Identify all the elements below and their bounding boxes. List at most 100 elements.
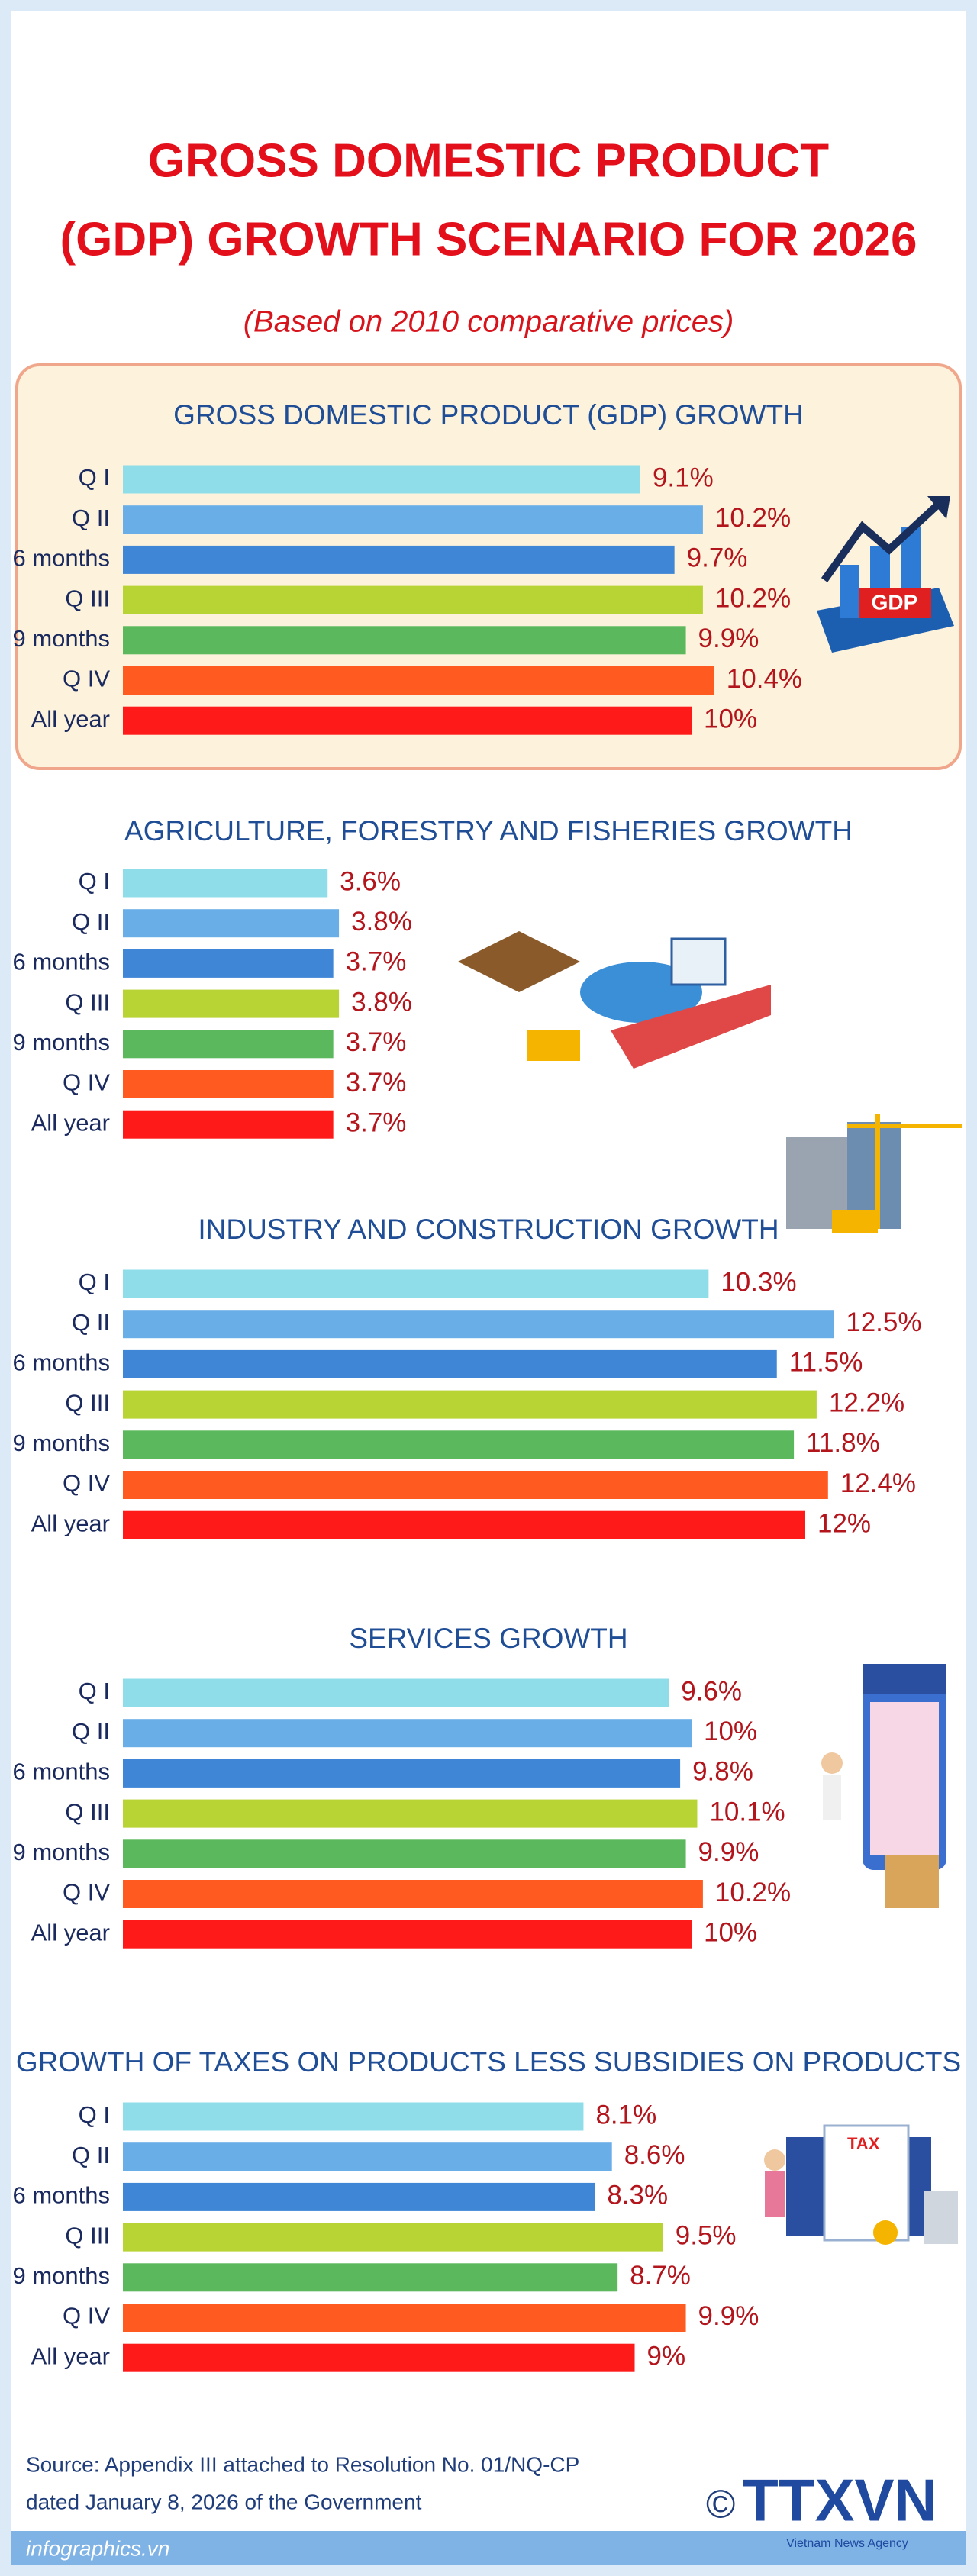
bar xyxy=(123,1390,817,1419)
bar xyxy=(123,1510,805,1539)
bar xyxy=(123,2102,584,2131)
category-label: Q I xyxy=(79,1678,110,1704)
category-label: All year xyxy=(31,705,110,732)
category-label: 6 months xyxy=(12,1759,110,1785)
services-icon xyxy=(821,1664,946,1908)
bar xyxy=(123,465,640,494)
category-label: Q III xyxy=(65,1389,110,1416)
bar xyxy=(123,2263,618,2292)
value-label: 10.2% xyxy=(715,583,791,613)
bar xyxy=(123,989,340,1018)
industry-icon xyxy=(786,1114,962,1233)
category-label: 6 months xyxy=(12,545,110,572)
bar xyxy=(123,1920,692,1949)
site: infographics.vn xyxy=(26,2536,169,2560)
bar xyxy=(123,545,675,574)
chart-title: INDUSTRY AND CONSTRUCTION GROWTH xyxy=(198,1214,779,1245)
value-label: 11.8% xyxy=(806,1428,880,1458)
bar xyxy=(123,949,334,978)
svg-text:TAX: TAX xyxy=(847,2134,880,2153)
title-line: (GDP) GROWTH SCENARIO FOR 2026 xyxy=(60,213,917,266)
category-label: Q II xyxy=(72,1718,110,1745)
value-label: 10% xyxy=(704,1917,757,1947)
category-label: Q III xyxy=(65,2222,110,2249)
bar xyxy=(123,1880,703,1908)
value-label: 10.2% xyxy=(715,503,791,533)
category-label: Q IV xyxy=(63,1069,110,1096)
value-label: 3.6% xyxy=(340,866,401,896)
value-label: 9% xyxy=(647,2341,686,2371)
agriculture-icon xyxy=(458,931,771,1069)
value-label: 12.4% xyxy=(840,1469,916,1498)
agency: Vietnam News Agency xyxy=(786,2537,908,2550)
bar xyxy=(123,1070,334,1098)
category-label: Q IV xyxy=(63,1470,110,1497)
bar xyxy=(123,1110,334,1139)
category-label: Q III xyxy=(65,988,110,1015)
value-label: 9.9% xyxy=(698,2301,759,2331)
bar xyxy=(123,1310,834,1339)
chart-title: GROWTH OF TAXES ON PRODUCTS LESS SUBSIDI… xyxy=(16,2046,961,2078)
title-line: GROSS DOMESTIC PRODUCT xyxy=(148,134,829,187)
bar xyxy=(123,1839,686,1868)
svg-text:GDP: GDP xyxy=(872,590,918,614)
value-label: 10.1% xyxy=(709,1797,785,1826)
bar xyxy=(123,1759,681,1788)
bar xyxy=(123,1030,334,1059)
value-label: 9.5% xyxy=(676,2220,737,2250)
category-label: Q I xyxy=(79,2101,110,2128)
category-label: Q IV xyxy=(63,2303,110,2329)
category-label: All year xyxy=(31,1919,110,1946)
category-label: Q II xyxy=(72,908,110,935)
bar xyxy=(123,505,703,534)
value-label: 3.7% xyxy=(346,1107,407,1137)
value-label: 12.5% xyxy=(846,1307,921,1337)
bar xyxy=(123,909,340,938)
bar xyxy=(123,869,328,898)
category-label: Q IV xyxy=(63,666,110,692)
value-label: 9.7% xyxy=(687,543,748,573)
bar xyxy=(123,585,703,614)
chart-title: SERVICES GROWTH xyxy=(349,1623,627,1654)
bar xyxy=(123,1430,795,1459)
category-label: 9 months xyxy=(12,1029,110,1056)
category-label: Q III xyxy=(65,1798,110,1825)
value-label: 10% xyxy=(704,1717,757,1746)
value-label: 10.2% xyxy=(715,1878,791,1907)
category-label: Q I xyxy=(79,464,110,491)
category-label: Q I xyxy=(79,868,110,895)
footer-band xyxy=(11,2531,966,2565)
value-label: 11.5% xyxy=(789,1348,863,1378)
category-label: 9 months xyxy=(12,1839,110,1865)
value-label: 3.7% xyxy=(346,947,407,977)
category-label: 9 months xyxy=(12,625,110,652)
category-label: 6 months xyxy=(12,1349,110,1376)
category-label: Q II xyxy=(72,505,110,531)
category-label: Q I xyxy=(79,1269,110,1295)
bar xyxy=(123,2304,686,2332)
logo: TTXVN xyxy=(742,2467,937,2534)
value-label: 9.9% xyxy=(698,1837,759,1867)
bar xyxy=(123,1719,692,1748)
bar xyxy=(123,1349,777,1378)
value-label: 9.1% xyxy=(653,463,714,492)
value-label: 10.3% xyxy=(721,1267,796,1297)
bar xyxy=(123,2142,612,2171)
category-label: All year xyxy=(31,1109,110,1136)
category-label: Q II xyxy=(72,1309,110,1336)
bar xyxy=(123,706,692,735)
bar xyxy=(123,1678,669,1707)
category-label: All year xyxy=(31,1510,110,1536)
category-label: Q II xyxy=(72,2142,110,2168)
tax-icon: TAX xyxy=(764,2124,958,2245)
value-label: 10.4% xyxy=(727,664,802,694)
bar xyxy=(123,1799,698,1828)
value-label: 12% xyxy=(817,1508,871,1538)
bar xyxy=(123,666,714,695)
value-label: 8.3% xyxy=(607,2181,668,2210)
value-label: 12.2% xyxy=(829,1388,904,1417)
category-label: All year xyxy=(31,2342,110,2369)
value-label: 10% xyxy=(704,704,757,733)
